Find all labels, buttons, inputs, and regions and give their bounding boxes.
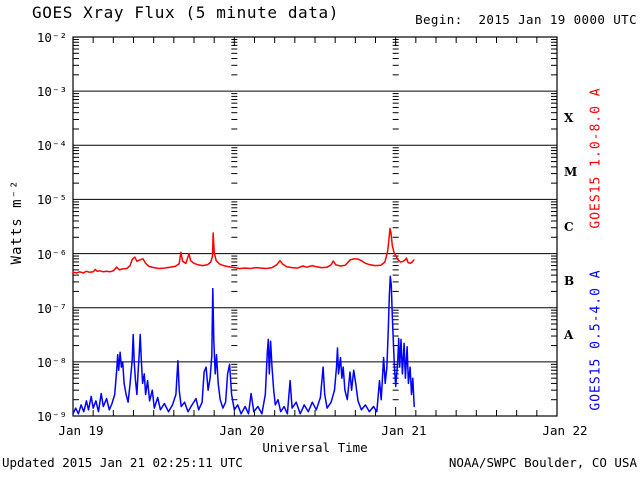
flare-class-m: M	[564, 165, 578, 179]
x-tick-label-jan20: Jan 20	[219, 423, 265, 438]
flare-class-c: C	[564, 220, 574, 234]
flare-class-x: X	[564, 111, 574, 125]
y-tick-label-1e-4: 10⁻⁴	[36, 138, 67, 153]
x-axis-title: Universal Time	[262, 440, 368, 455]
y-tick-label-1e-3: 10⁻³	[36, 84, 67, 99]
begin-timestamp: Begin: 2015 Jan 19 0000 UTC	[415, 12, 637, 27]
y-tick-label-1e-9: 10⁻⁹	[36, 409, 67, 424]
y-tick-label-1e-5: 10⁻⁵	[36, 192, 67, 207]
y-tick-label-1e-8: 10⁻⁸	[36, 355, 67, 370]
source-attribution: NOAA/SWPC Boulder, CO USA	[448, 455, 637, 470]
x-tick-label-jan22: Jan 22	[542, 423, 588, 438]
flare-class-b: B	[564, 274, 575, 288]
long-channel-line	[72, 227, 415, 274]
plot-frame	[72, 36, 558, 417]
y-tick-label-1e-2: 10⁻²	[36, 30, 67, 45]
y-tick-label-1e-7: 10⁻⁷	[36, 301, 67, 316]
flare-class-a: A	[564, 328, 574, 342]
x-tick-label-jan21: Jan 21	[381, 423, 427, 438]
short-channel-label: GOES15 0.5-4.0 A	[588, 269, 604, 411]
chart-title: GOES Xray Flux (5 minute data)	[32, 3, 339, 22]
x-tick-label-jan19: Jan 19	[58, 423, 104, 438]
long-channel-label: GOES15 1.0-8.0 A	[588, 87, 604, 229]
short-channel-line	[72, 275, 415, 415]
y-axis-title: Watts m⁻²	[9, 179, 25, 265]
updated-timestamp: Updated 2015 Jan 21 02:25:11 UTC	[2, 455, 243, 470]
y-tick-label-1e-6: 10⁻⁶	[36, 247, 67, 262]
